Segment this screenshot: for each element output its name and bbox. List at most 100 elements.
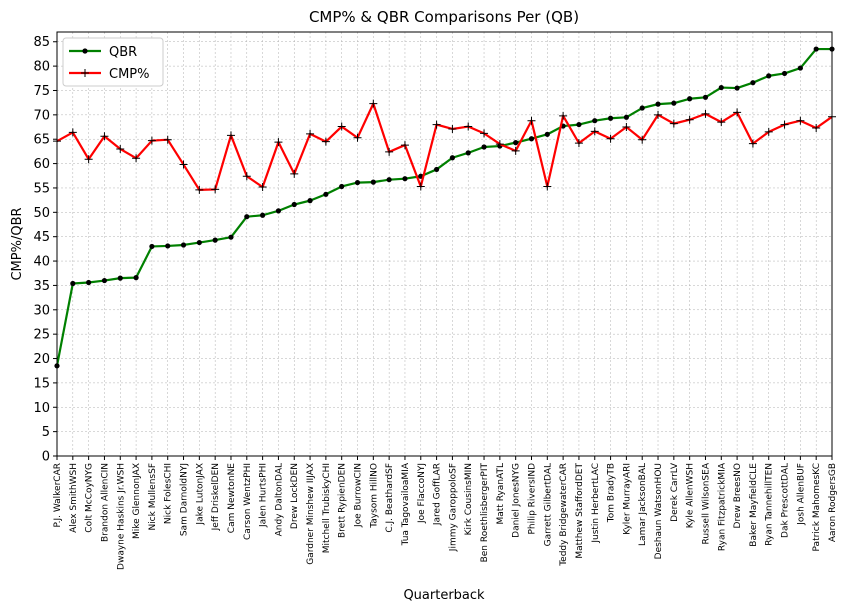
data-point-cmp bbox=[290, 169, 299, 178]
data-point-qbr bbox=[544, 131, 550, 137]
y-tick-label: 40 bbox=[33, 255, 50, 270]
data-point-qbr bbox=[481, 144, 487, 150]
data-point-cmp bbox=[226, 131, 235, 140]
legend-cmp-marker bbox=[81, 69, 89, 77]
data-point-cmp bbox=[84, 155, 93, 164]
x-tick-label: Sam DarnoldNYJ bbox=[180, 463, 190, 536]
data-point-cmp bbox=[574, 139, 583, 148]
x-tick-label: Deshaun WatsonHOU bbox=[654, 463, 664, 559]
x-tick-label: Kirk CousinsMIN bbox=[464, 463, 474, 535]
data-point-cmp bbox=[495, 140, 504, 149]
x-tick-label: Teddy BridgewaterCAR bbox=[559, 463, 569, 567]
data-point-qbr bbox=[275, 208, 282, 214]
data-point-cmp bbox=[68, 128, 77, 137]
y-tick-label: 30 bbox=[33, 303, 50, 318]
data-point-cmp bbox=[812, 124, 821, 133]
data-point-cmp bbox=[654, 110, 663, 119]
x-tick-label: Jimmy GaroppoloSF bbox=[448, 463, 458, 552]
data-point-cmp bbox=[353, 133, 362, 142]
x-tick-label: Dak PrescottDAL bbox=[781, 463, 791, 538]
grid-lines bbox=[56, 32, 833, 457]
data-point-qbr bbox=[734, 85, 740, 91]
data-point-cmp bbox=[116, 144, 125, 153]
data-point-cmp bbox=[195, 185, 204, 194]
data-point-qbr bbox=[101, 277, 108, 284]
x-tick-label: Garrett GilbertDAL bbox=[543, 463, 553, 546]
data-point-cmp bbox=[559, 111, 568, 120]
data-point-qbr bbox=[291, 201, 297, 208]
x-tick-label: Joe BurrowCIN bbox=[354, 463, 364, 528]
data-point-cmp bbox=[543, 182, 552, 191]
data-point-cmp bbox=[464, 122, 473, 131]
data-point-qbr bbox=[702, 94, 709, 100]
data-point-qbr bbox=[323, 191, 329, 197]
x-tick-label: Derek CarrLV bbox=[670, 462, 680, 522]
data-point-cmp bbox=[258, 182, 267, 191]
x-tick-label: Andy DaltonDAL bbox=[274, 463, 284, 536]
y-tick-label: 75 bbox=[33, 84, 50, 99]
y-tick-label: 60 bbox=[33, 157, 50, 172]
legend-qbr-marker bbox=[82, 48, 88, 54]
data-point-qbr bbox=[813, 46, 819, 52]
data-point-cmp bbox=[733, 108, 742, 117]
x-tick-label: Nick MullensSF bbox=[148, 463, 158, 531]
data-point-cmp bbox=[717, 118, 726, 127]
data-point-qbr bbox=[623, 114, 629, 120]
x-tick-label: Russell WilsonSEA bbox=[701, 462, 711, 544]
data-point-cmp bbox=[306, 129, 315, 138]
data-point-cmp bbox=[400, 141, 409, 150]
data-point-qbr bbox=[687, 96, 693, 102]
data-point-cmp bbox=[385, 147, 394, 156]
data-point-cmp bbox=[369, 99, 378, 108]
data-point-qbr bbox=[354, 179, 361, 186]
chart-title: CMP% & QBR Comparisons Per (QB) bbox=[309, 8, 579, 26]
data-point-cmp bbox=[638, 135, 647, 144]
data-point-cmp bbox=[669, 119, 678, 128]
data-point-qbr bbox=[465, 150, 471, 156]
data-point-cmp bbox=[100, 132, 109, 141]
data-point-qbr bbox=[260, 212, 266, 218]
data-point-cmp bbox=[480, 129, 489, 138]
data-point-cmp bbox=[606, 134, 615, 143]
y-tick-label: 5 bbox=[42, 425, 50, 440]
data-point-qbr bbox=[228, 234, 234, 240]
y-tick-label: 45 bbox=[33, 230, 50, 245]
data-point-qbr bbox=[165, 243, 171, 249]
data-point-qbr bbox=[307, 198, 313, 204]
x-tick-label: Ryan FitzpatrickMIA bbox=[717, 462, 727, 551]
data-point-qbr bbox=[196, 239, 202, 246]
x-tick-label: Justin HerbertLAC bbox=[591, 463, 601, 544]
data-point-qbr bbox=[718, 84, 724, 91]
x-axis-ticks: P.J. WalkerCAR Alex SmithWSH Colt McCoyNYG… bbox=[53, 456, 838, 570]
data-point-cmp bbox=[590, 127, 599, 136]
data-point-cmp bbox=[527, 116, 536, 125]
y-tick-label: 55 bbox=[33, 181, 50, 196]
series-line-0 bbox=[55, 47, 832, 367]
x-tick-label: Tua TagovailoaMIA bbox=[401, 462, 411, 546]
y-tick-label: 20 bbox=[33, 352, 50, 367]
x-tick-label: Brandon AllenCIN bbox=[100, 463, 110, 542]
data-point-cmp bbox=[321, 137, 330, 146]
data-point-qbr bbox=[402, 176, 408, 182]
x-tick-label: Kyle AllenWSH bbox=[686, 463, 696, 528]
data-point-cmp bbox=[748, 139, 757, 148]
data-point-cmp bbox=[416, 182, 425, 191]
data-point-cmp bbox=[132, 154, 141, 163]
x-axis-label: Quarterback bbox=[403, 588, 485, 603]
x-tick-label: C.J. BeathardSF bbox=[385, 463, 395, 533]
x-tick-label: Gardner Minshew IIJAX bbox=[306, 463, 316, 565]
x-tick-label: Jalen HurtsPHI bbox=[259, 463, 269, 528]
data-point-cmp bbox=[622, 123, 631, 132]
y-tick-label: 70 bbox=[33, 108, 50, 123]
x-tick-label: Drew LockDEN bbox=[290, 463, 300, 529]
data-point-cmp bbox=[337, 122, 346, 131]
data-point-qbr bbox=[607, 115, 614, 121]
x-tick-label: Alex SmithWSH bbox=[69, 463, 79, 533]
data-point-qbr bbox=[655, 101, 661, 107]
data-point-qbr bbox=[513, 140, 519, 146]
x-tick-label: Joe FlaccoNYJ bbox=[417, 463, 427, 524]
data-point-qbr bbox=[180, 242, 187, 248]
x-tick-label: Drew BreesNO bbox=[733, 463, 743, 528]
data-point-cmp bbox=[780, 120, 789, 129]
x-tick-label: Matt RyanATL bbox=[496, 463, 506, 524]
